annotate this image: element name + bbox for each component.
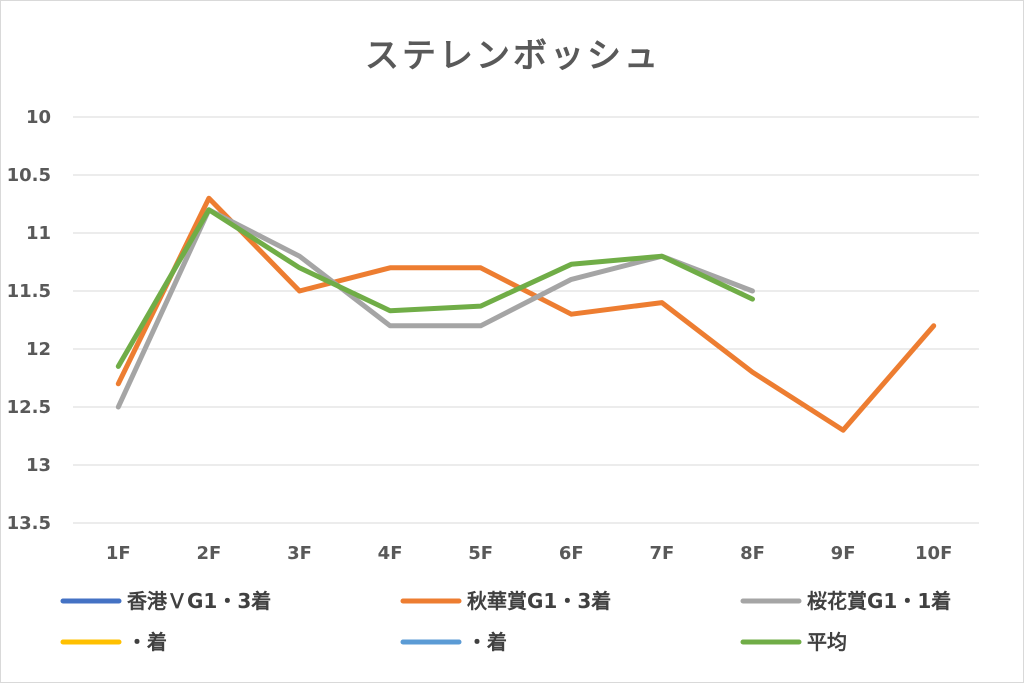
y-tick-label: 13 [26,455,51,476]
legend-item-4: ・着 [400,630,507,654]
x-tick-label: 6F [559,543,584,564]
legend-item-0: 香港ＶG1・3着 [60,589,271,613]
legend-label: 桜花賞G1・1着 [807,589,951,613]
series-lines [115,195,937,433]
y-tick-label: 11 [26,223,51,244]
y-tick-label: 12.5 [7,397,51,418]
y-axis-ticks: 10 10.5 11 11.5 12 12.5 13 13.5 [7,107,51,534]
x-axis-ticks: 1F 2F 3F 4F 5F 6F 7F 8F 9F 10F [106,543,952,564]
x-tick-label: 3F [287,543,312,564]
y-tick-label: 12 [26,339,51,360]
x-tick-label: 4F [378,543,403,564]
chart-title: ステレンボッシュ [365,36,661,76]
y-tick-label: 10.5 [7,165,51,186]
x-tick-label: 9F [831,543,856,564]
x-tick-label: 7F [649,543,674,564]
legend-label: 秋華賞G1・3着 [467,589,611,613]
legend-item-3: ・着 [60,630,167,654]
x-tick-label: 8F [740,543,765,564]
x-tick-label: 1F [106,543,131,564]
grid-lines [73,116,979,524]
y-tick-label: 11.5 [7,281,51,302]
legend-item-2: 桜花賞G1・1着 [740,589,951,613]
x-tick-label: 10F [915,543,952,564]
legend-label: 平均 [807,630,847,654]
legend-label: 香港ＶG1・3着 [127,589,271,613]
x-tick-label: 5F [468,543,493,564]
series-line-1 [115,195,937,433]
legend-label: ・着 [127,630,167,654]
legend-label: ・着 [467,630,507,654]
y-tick-label: 13.5 [7,513,51,534]
legend-item-1: 秋華賞G1・3着 [400,589,611,613]
x-tick-label: 2F [196,543,221,564]
legend-item-5: 平均 [740,630,847,654]
y-tick-label: 10 [26,107,51,128]
series-line-5 [115,207,755,369]
legend: 香港ＶG1・3着 秋華賞G1・3着 桜花賞G1・1着・着 ・着 平均 [60,589,951,654]
